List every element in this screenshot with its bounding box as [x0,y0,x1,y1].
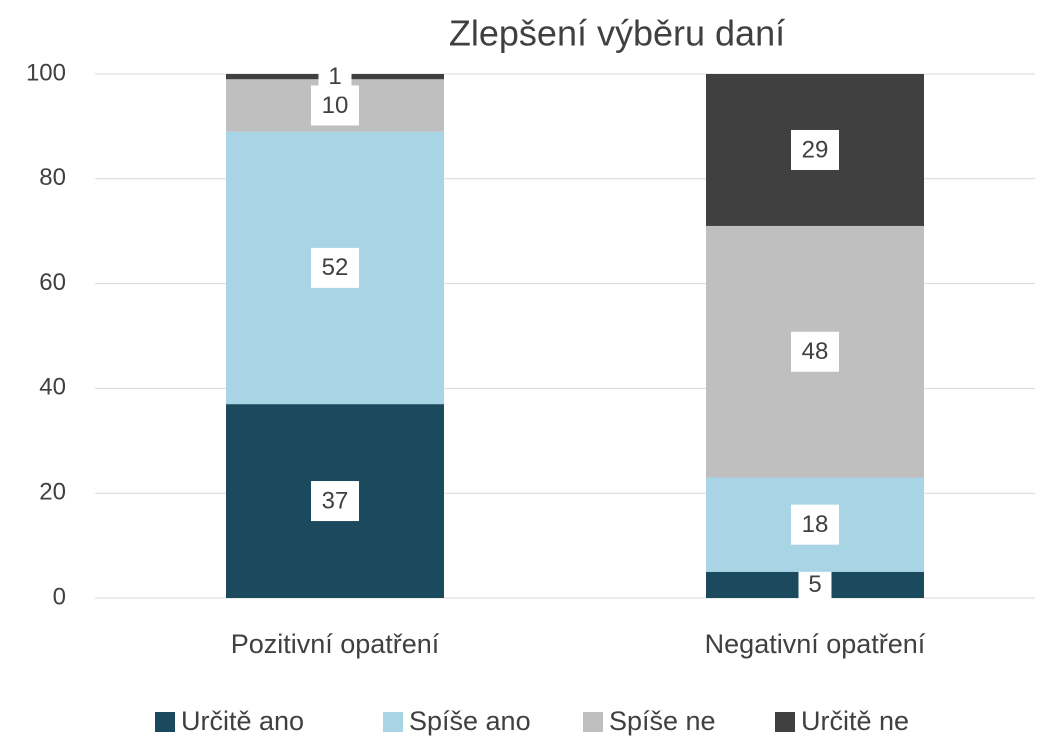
y-tick-label: 40 [39,374,66,401]
legend-label: Spíše ano [409,706,531,736]
legend-label: Určitě ano [181,706,304,736]
data-label: 1 [328,63,341,90]
data-label: 48 [802,338,829,365]
data-label-box [311,247,359,288]
data-label: 37 [322,487,349,514]
x-tick-label: Negativní opatření [705,629,926,659]
y-tick-label: 0 [53,583,66,610]
y-tick-label: 20 [39,479,66,506]
legend-swatch [155,712,175,732]
data-label: 5 [808,571,821,598]
data-label-box [311,481,359,522]
data-label-box [318,56,352,97]
data-label: 52 [322,254,349,281]
data-label: 29 [802,136,829,163]
data-label-box [791,504,839,545]
legend-swatch [775,712,795,732]
chart-title: Zlepšení výběru daní [449,13,785,54]
x-tick-label: Pozitivní opatření [231,629,440,659]
legend-label: Spíše ne [609,706,716,736]
y-tick-label: 80 [39,164,66,191]
y-tick-label: 100 [26,59,66,86]
y-tick-label: 60 [39,269,66,296]
legend-swatch [383,712,403,732]
legend-swatch [583,712,603,732]
legend-label: Určitě ne [801,706,909,736]
data-label: 18 [802,511,829,538]
data-label-box [791,129,839,170]
data-label-box [791,331,839,372]
